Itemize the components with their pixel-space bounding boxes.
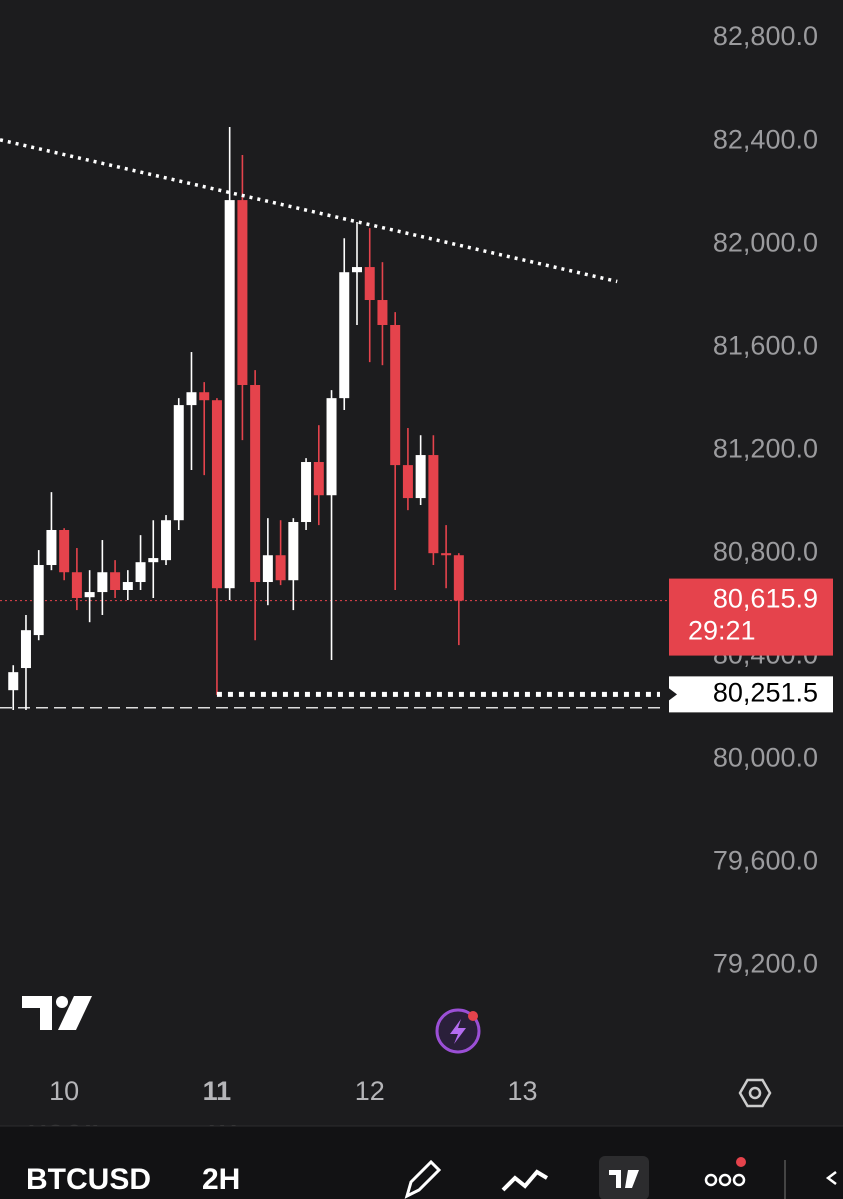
candle-body	[59, 530, 70, 573]
candle-body	[148, 558, 159, 563]
candle-body	[71, 572, 82, 598]
y-tick-label: 79,600.0	[713, 845, 818, 875]
candle-body	[326, 398, 337, 496]
candle-body	[428, 455, 439, 554]
symbol[interactable]: BTCUSD	[26, 1163, 151, 1196]
countdown-label: 29:21	[688, 616, 756, 646]
indicators-icon[interactable]	[501, 1169, 549, 1192]
candle-body	[135, 562, 146, 583]
candle-body	[237, 200, 248, 386]
y-tick-label: 80,000.0	[713, 742, 818, 772]
candle-body	[199, 392, 210, 401]
candle-body	[301, 462, 312, 523]
candle-body	[262, 555, 273, 583]
more-icon[interactable]	[704, 1157, 746, 1187]
y-tick-label: 81,600.0	[713, 330, 818, 360]
y-tick-label: 82,000.0	[713, 227, 818, 257]
y-tick-label: 79,200.0	[713, 948, 818, 978]
candle-body	[364, 267, 375, 301]
candle-body	[288, 522, 299, 581]
candle-body	[8, 672, 19, 691]
draw-icon[interactable]	[404, 1159, 442, 1199]
candle-body	[211, 400, 222, 589]
settings-icon[interactable]	[738, 1078, 772, 1108]
level-label: 80,251.5	[713, 678, 818, 708]
y-tick-label: 82,400.0	[713, 124, 818, 154]
y-tick-label: 80,800.0	[713, 536, 818, 566]
tv-menu-icon[interactable]	[599, 1156, 649, 1199]
candle-body	[173, 405, 184, 521]
candle-body	[313, 462, 324, 496]
candle-body	[161, 520, 172, 561]
candle-body	[390, 325, 401, 466]
candle-body	[250, 385, 261, 583]
candle-body	[46, 530, 57, 566]
candle-body	[441, 553, 452, 556]
candle-body	[402, 465, 413, 499]
candle-body	[122, 582, 133, 591]
candle-body	[275, 555, 286, 581]
candle-body	[110, 572, 121, 591]
trendline	[0, 138, 618, 284]
candle-body	[415, 455, 426, 499]
x-tick-label: 13	[507, 1076, 537, 1106]
tv-logo	[22, 996, 92, 1030]
y-tick-label: 81,200.0	[713, 433, 818, 463]
y-tick-label: 82,800.0	[713, 21, 818, 51]
candle-body	[377, 300, 388, 326]
candle-body	[20, 630, 31, 669]
plot-area: 82,800.0 82,400.0 82,000.0 81,600.0 81,200.0…	[0, 21, 818, 1106]
x-tick-label: 10	[49, 1076, 79, 1106]
candle-body	[224, 200, 235, 589]
candle-body	[453, 555, 464, 601]
candle-body	[84, 592, 95, 598]
candle-body	[33, 565, 44, 636]
x-tick-label: 12	[355, 1076, 385, 1106]
candle-body	[186, 392, 197, 406]
candle-body	[351, 267, 362, 273]
alerts-icon[interactable]	[435, 1008, 481, 1054]
candle-body	[339, 272, 350, 399]
current-price-box	[669, 578, 833, 656]
collapse-icon[interactable]	[825, 1171, 837, 1185]
level-box	[669, 676, 833, 713]
overlay: 80,615.929:21 80,251.5	[0, 138, 833, 713]
x-tick-label: 11	[203, 1076, 232, 1106]
interval[interactable]: 2H	[202, 1163, 240, 1196]
candle-body	[97, 572, 108, 593]
current-price-label: 80,615.9	[713, 584, 818, 614]
